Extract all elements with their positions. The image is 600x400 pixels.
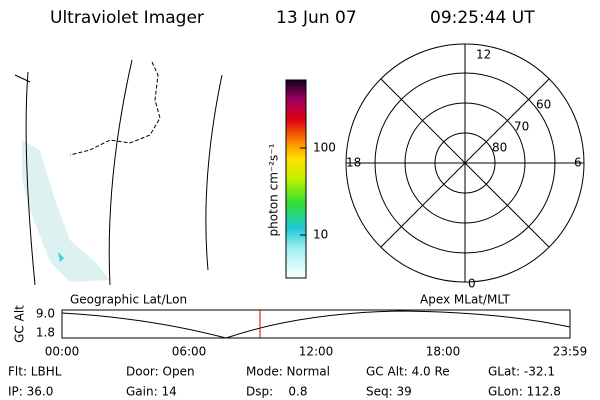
status-field: Mode: Normal: [246, 365, 330, 379]
orbit-curve: [61, 310, 571, 339]
mlt-label: 18: [346, 156, 361, 170]
colorbar: [285, 79, 307, 279]
title: Ultraviolet Imager: [50, 8, 204, 28]
orbit-x-label: 18:00: [426, 345, 461, 359]
status-field: Dsp: 0.8: [246, 385, 308, 399]
mlt-label: 6: [574, 156, 582, 170]
orbit-x-label: 23:59: [553, 345, 588, 359]
orbit-x-label: 12:00: [299, 345, 334, 359]
status-field: GLat: -32.1: [488, 365, 555, 379]
status-field: Door: Open: [126, 365, 195, 379]
time: 09:25:44 UT: [430, 8, 535, 28]
status-field: GC Alt: 4.0 Re: [366, 365, 450, 379]
colorbar-label: 10: [313, 228, 328, 242]
status-field: GLon: 112.8: [488, 385, 561, 399]
status-field: Flt: LBHL: [8, 365, 62, 379]
mlt-label: 12: [476, 48, 491, 62]
colorbar-unit: photon cm⁻²s⁻¹: [267, 143, 281, 236]
orbit-caption: Apex MLat/MLT: [420, 293, 510, 307]
status-field: Seq: 39: [366, 385, 412, 399]
status-field: Gain: 14: [126, 385, 177, 399]
orbit-x-label: 00:00: [45, 345, 80, 359]
orbit-caption: Geographic Lat/Lon: [70, 293, 187, 307]
orbit-y-title: GC Alt: [13, 305, 27, 343]
lat-label: 70: [514, 120, 529, 134]
lat-label: 80: [492, 141, 507, 155]
lat-label: 60: [536, 98, 551, 112]
orbit-y-label: 1.8: [36, 326, 55, 340]
orbit-x-label: 06:00: [172, 345, 207, 359]
date: 13 Jun 07: [276, 8, 357, 28]
mlt-label: 0: [468, 277, 476, 291]
colorbar-label: 100: [313, 141, 336, 155]
status-field: IP: 36.0: [8, 385, 53, 399]
orbit-y-label: 9.0: [36, 307, 55, 321]
polar-grid: [345, 43, 585, 283]
orbit-frame: [61, 309, 571, 339]
map: [14, 59, 223, 286]
